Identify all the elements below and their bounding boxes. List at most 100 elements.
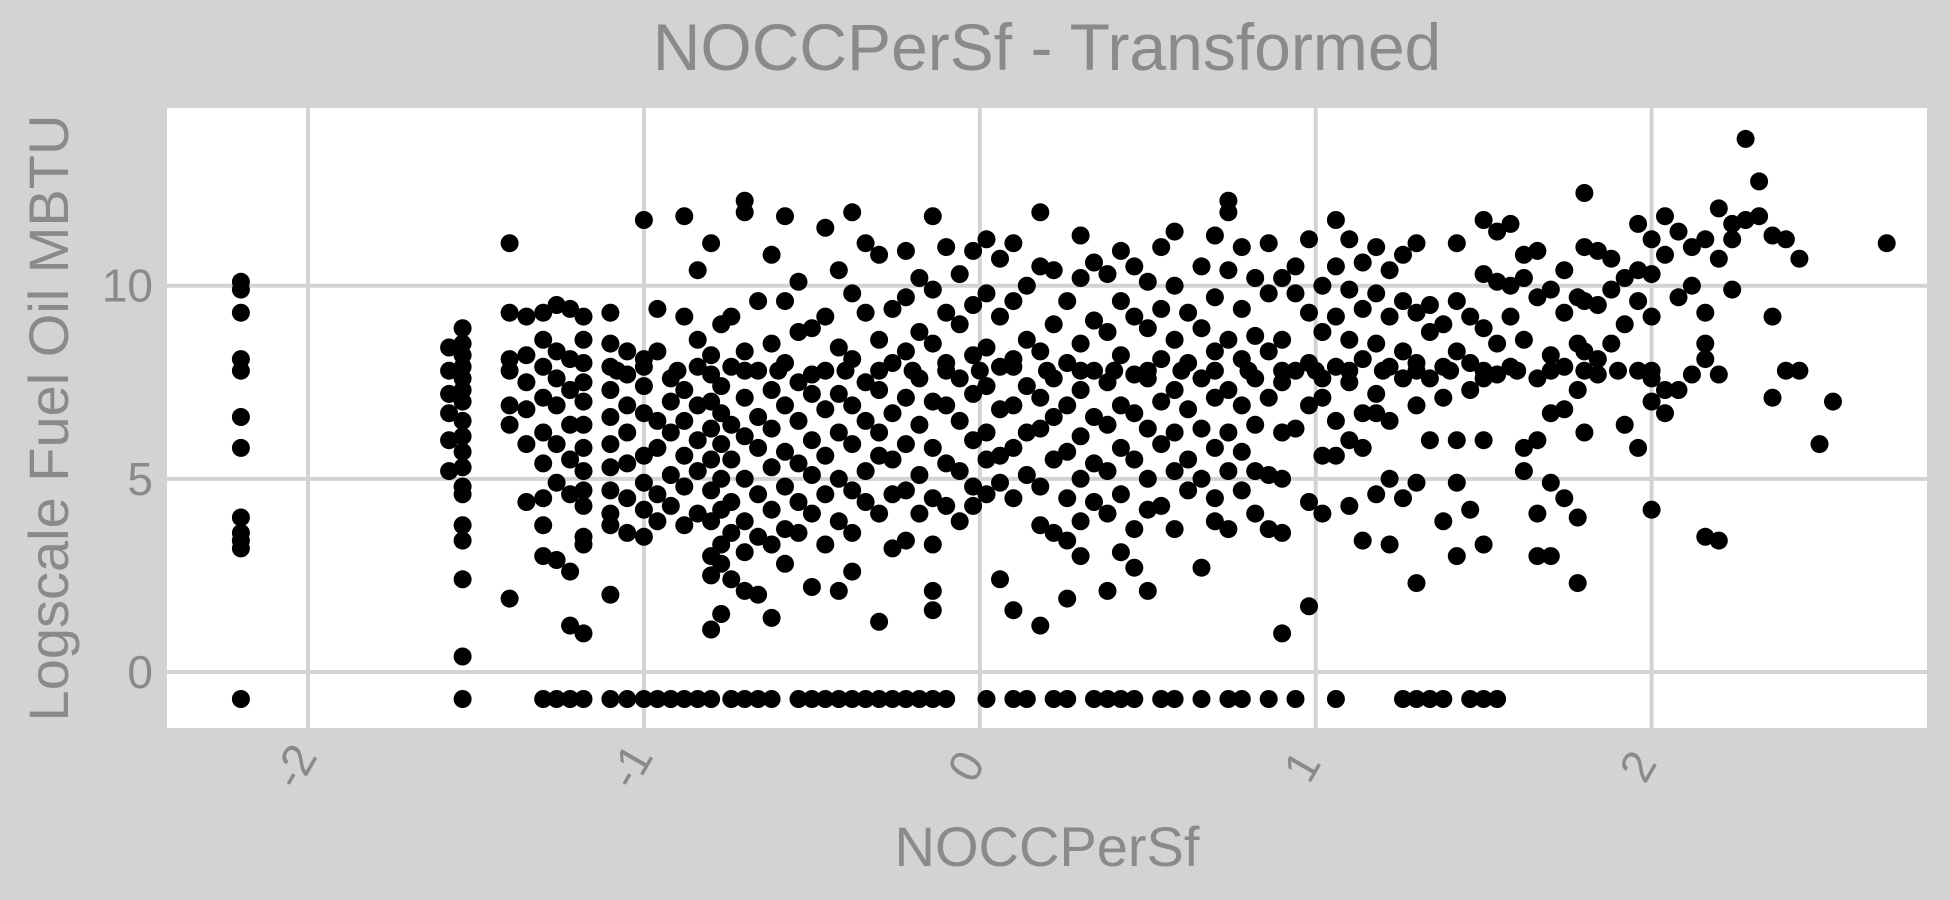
data-point [1380,261,1399,280]
data-point [1031,342,1050,361]
data-point [923,581,942,600]
data-point [1353,531,1372,550]
data-point [896,342,915,361]
data-point [950,462,969,481]
data-point [1709,249,1728,268]
data-point [816,218,835,237]
data-point [231,438,250,457]
data-point [1353,350,1372,369]
data-point [1656,245,1674,264]
data-point [601,408,620,426]
data-point [534,454,553,473]
data-point [702,512,721,531]
data-point [883,404,902,423]
data-point [977,230,996,249]
data-point [937,361,956,380]
data-point [1138,469,1157,488]
data-point [1031,419,1050,438]
data-point [574,354,593,372]
data-point [574,415,593,434]
data-point [1353,438,1372,457]
data-point [722,523,741,542]
data-point [702,346,721,365]
data-point [1125,365,1144,384]
data-point [702,450,721,469]
data-point [735,342,754,361]
data-point [1273,269,1292,287]
data-point [1340,230,1359,249]
data-point [950,265,969,284]
data-point [1447,547,1466,566]
data-point [1111,346,1130,365]
data-point [1555,303,1574,322]
data-point [1447,342,1466,361]
data-point [937,396,956,415]
data-point [762,500,781,519]
data-point [1420,431,1439,450]
data-point [1017,276,1036,295]
data-point [634,446,653,465]
data-point [440,462,459,481]
data-point [964,431,983,450]
data-point [440,431,459,450]
data-point [1286,690,1305,708]
data-point [1152,392,1171,411]
data-point [1138,581,1157,600]
data-point [1017,466,1036,484]
data-point [561,450,580,469]
data-point [829,690,848,708]
data-point [1326,211,1345,229]
data-point [1111,241,1130,260]
data-point [668,361,687,380]
data-point [1085,253,1103,272]
data-point [601,690,620,708]
data-point [702,392,721,411]
data-point [1219,330,1238,349]
data-point [977,338,996,357]
data-point [634,377,653,396]
data-point [977,377,996,396]
data-point [634,357,653,376]
data-point [601,435,620,454]
data-point [749,690,768,708]
data-point [1246,415,1265,434]
data-point [1723,280,1742,299]
data-point [1300,396,1318,415]
data-point [749,527,768,546]
data-point [634,690,653,708]
data-point [1602,249,1621,268]
data-point [1098,581,1117,600]
data-point [1340,361,1359,380]
data-point [789,523,808,542]
data-point [1098,323,1117,341]
data-point [1353,253,1372,272]
data-point [883,690,902,708]
data-point [1071,226,1090,245]
data-point [722,307,741,326]
data-point [762,334,781,353]
data-point [500,234,519,253]
data-point [534,357,553,376]
data-point [883,299,902,318]
data-point [534,489,553,508]
data-point [574,496,593,515]
data-point [1575,342,1594,361]
data-point [735,469,754,488]
data-point [1259,342,1278,361]
data-point [769,361,788,380]
data-point [1447,473,1466,492]
data-point [574,462,593,481]
data-point [1407,473,1426,492]
data-point [776,554,794,573]
data-point [440,361,459,380]
data-point [702,620,721,639]
data-point [1326,307,1345,326]
data-point [231,408,250,426]
data-point [661,392,680,411]
data-point [1004,690,1023,708]
data-point [712,435,731,454]
data-point [1085,690,1103,708]
data-point [735,690,754,708]
data-point [923,601,942,620]
data-point [1085,454,1103,473]
